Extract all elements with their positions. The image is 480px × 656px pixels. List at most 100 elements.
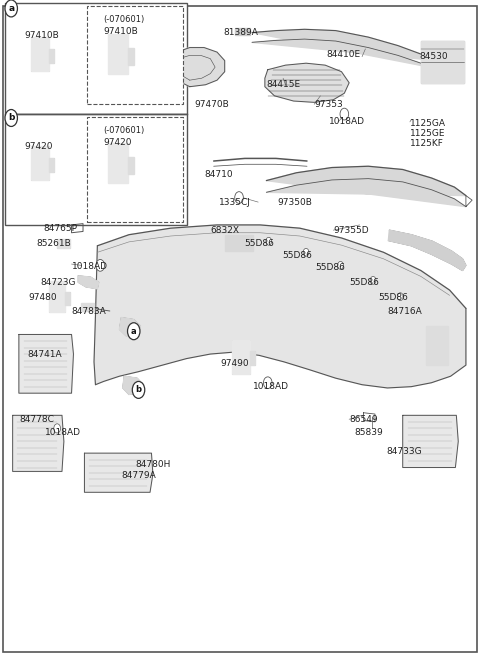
- Text: 84779A: 84779A: [121, 472, 156, 480]
- Text: 84733G: 84733G: [386, 447, 421, 457]
- Circle shape: [128, 323, 140, 340]
- Text: 97410B: 97410B: [24, 31, 60, 40]
- Polygon shape: [128, 48, 134, 65]
- Text: b: b: [135, 386, 142, 394]
- Polygon shape: [31, 146, 48, 180]
- Text: 1018AD: 1018AD: [253, 382, 289, 391]
- Text: 1018AD: 1018AD: [72, 262, 108, 270]
- Text: 97480: 97480: [28, 293, 57, 302]
- Bar: [57, 239, 70, 248]
- Polygon shape: [12, 415, 64, 472]
- Text: 55D86: 55D86: [316, 263, 346, 272]
- Polygon shape: [388, 230, 466, 270]
- Text: 97410B: 97410B: [104, 27, 138, 36]
- Text: 1125GE: 1125GE: [410, 129, 445, 138]
- Bar: [5, 3, 187, 114]
- Text: 55D86: 55D86: [378, 293, 408, 302]
- Circle shape: [303, 249, 309, 256]
- Text: 84765P: 84765P: [44, 224, 78, 233]
- Text: 97353: 97353: [314, 100, 343, 109]
- Text: 84530: 84530: [420, 52, 448, 61]
- Bar: [426, 326, 448, 365]
- Polygon shape: [421, 41, 464, 83]
- Polygon shape: [48, 49, 54, 63]
- Circle shape: [54, 424, 60, 433]
- Text: a: a: [131, 327, 137, 336]
- Bar: [87, 7, 182, 104]
- Text: 97350B: 97350B: [277, 197, 312, 207]
- Circle shape: [5, 0, 17, 17]
- Polygon shape: [78, 276, 99, 289]
- Text: b: b: [8, 113, 14, 123]
- Circle shape: [266, 237, 272, 245]
- Polygon shape: [65, 292, 70, 304]
- Text: 1018AD: 1018AD: [328, 117, 364, 127]
- Text: 85261B: 85261B: [36, 239, 72, 248]
- Text: 6832X: 6832X: [210, 226, 240, 235]
- Text: 1018AD: 1018AD: [45, 428, 81, 437]
- Text: 84710: 84710: [204, 169, 233, 178]
- Bar: [421, 41, 464, 83]
- Text: 84410E: 84410E: [326, 50, 360, 58]
- Text: 85839: 85839: [354, 428, 383, 437]
- Text: 97420: 97420: [24, 142, 53, 151]
- Text: 97420: 97420: [104, 138, 132, 146]
- Circle shape: [397, 293, 403, 300]
- Bar: [87, 117, 182, 222]
- Polygon shape: [232, 340, 250, 373]
- Text: 1125KF: 1125KF: [410, 139, 444, 148]
- Polygon shape: [94, 225, 466, 388]
- Polygon shape: [19, 335, 73, 393]
- Circle shape: [132, 381, 145, 398]
- Text: (-070601): (-070601): [104, 15, 145, 24]
- Text: 86549: 86549: [349, 415, 378, 424]
- Polygon shape: [81, 303, 94, 311]
- Polygon shape: [84, 453, 153, 492]
- Polygon shape: [225, 235, 253, 251]
- Circle shape: [5, 110, 17, 127]
- Circle shape: [337, 262, 343, 269]
- Polygon shape: [31, 37, 48, 71]
- Text: 84415E: 84415E: [266, 80, 300, 89]
- Polygon shape: [252, 30, 436, 68]
- Circle shape: [340, 108, 348, 120]
- Polygon shape: [403, 415, 458, 468]
- Polygon shape: [168, 48, 225, 87]
- Text: (-070601): (-070601): [104, 126, 145, 135]
- Text: 55D86: 55D86: [349, 277, 379, 287]
- Polygon shape: [426, 326, 448, 365]
- Polygon shape: [120, 318, 141, 336]
- Polygon shape: [265, 63, 349, 102]
- Text: 84783A: 84783A: [72, 307, 106, 316]
- Text: 1125GA: 1125GA: [410, 119, 446, 129]
- Polygon shape: [250, 352, 255, 365]
- Circle shape: [235, 192, 243, 203]
- Polygon shape: [57, 239, 70, 248]
- Text: 81389A: 81389A: [223, 28, 258, 37]
- Text: 55D86: 55D86: [244, 239, 274, 248]
- Polygon shape: [108, 34, 128, 74]
- Polygon shape: [128, 157, 134, 174]
- Polygon shape: [108, 143, 128, 183]
- Text: 84716A: 84716A: [387, 306, 422, 316]
- Circle shape: [264, 377, 272, 388]
- Polygon shape: [266, 166, 466, 207]
- Polygon shape: [48, 157, 54, 172]
- Text: 55D86: 55D86: [282, 251, 312, 260]
- Text: 1335CJ: 1335CJ: [218, 197, 251, 207]
- Bar: [5, 114, 187, 225]
- Polygon shape: [123, 376, 144, 394]
- Polygon shape: [49, 281, 65, 312]
- Text: 84723G: 84723G: [40, 277, 75, 287]
- Text: a: a: [8, 4, 14, 13]
- Circle shape: [370, 276, 376, 284]
- Text: 97490: 97490: [220, 359, 249, 367]
- Text: 84741A: 84741A: [27, 350, 61, 359]
- Circle shape: [96, 260, 105, 271]
- Text: 84780H: 84780H: [136, 461, 171, 470]
- Text: 84778C: 84778C: [19, 415, 54, 424]
- Text: 97470B: 97470B: [194, 100, 229, 109]
- Polygon shape: [235, 28, 250, 35]
- Bar: [225, 235, 253, 251]
- Text: 97355D: 97355D: [333, 226, 369, 235]
